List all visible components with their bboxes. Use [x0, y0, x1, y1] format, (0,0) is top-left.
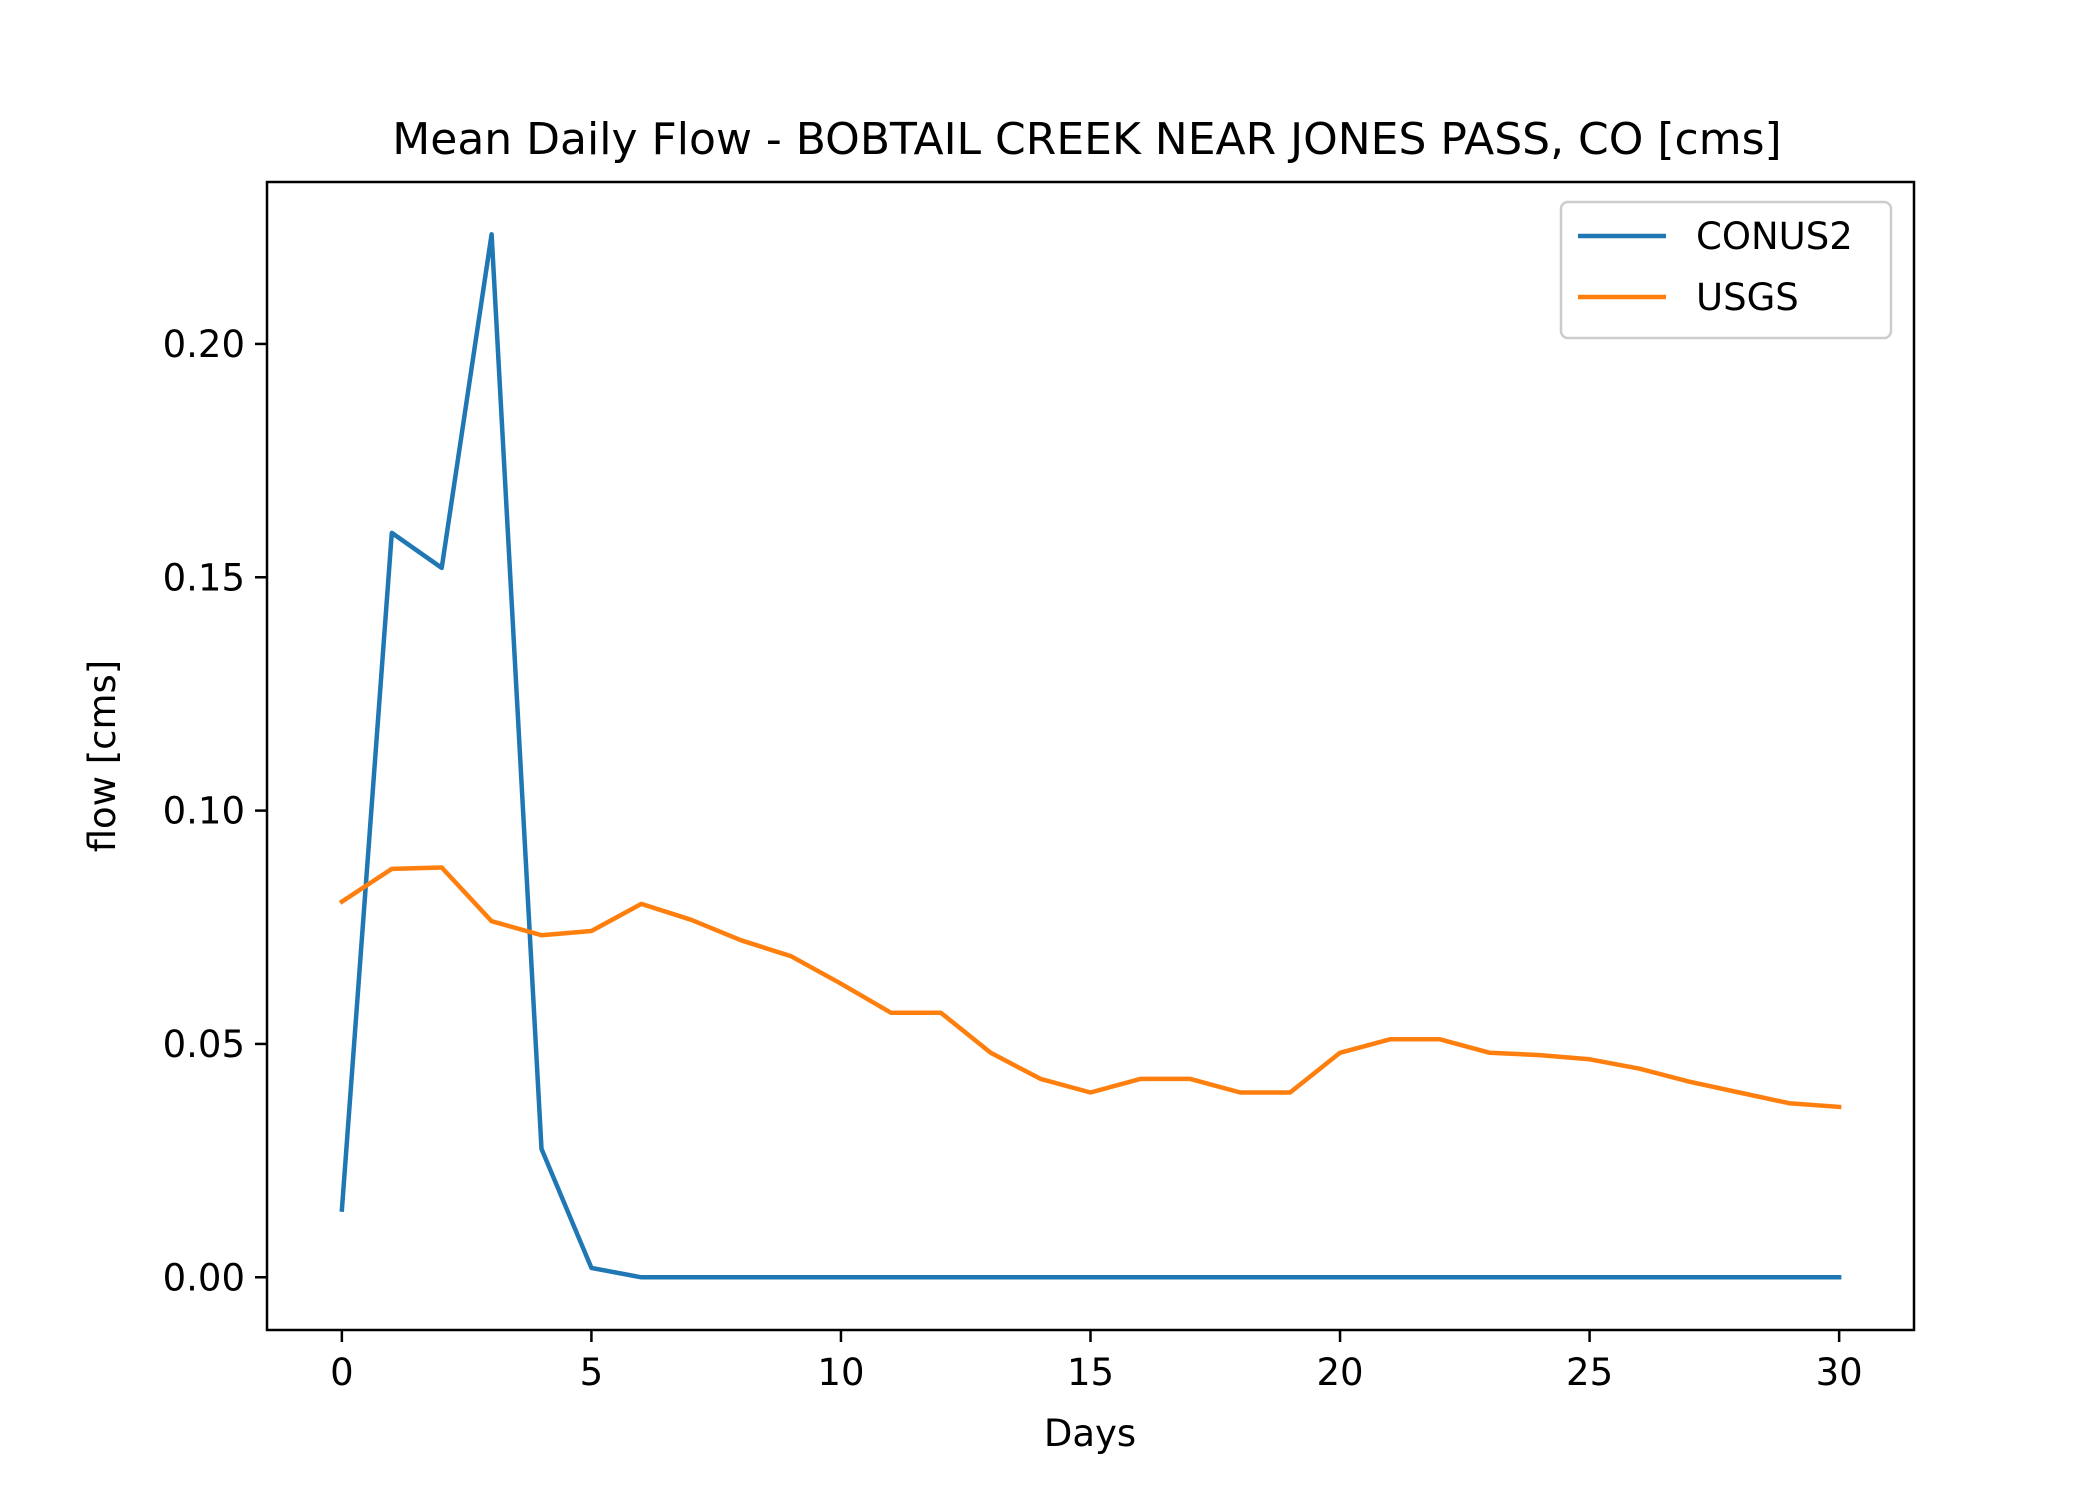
- legend: CONUS2 USGS: [1559, 200, 1893, 340]
- plot-series: [338, 232, 1842, 1280]
- y-tick-label: 0.15: [163, 556, 245, 599]
- y-tick-label: 0.05: [163, 1023, 245, 1066]
- y-axis: 0.00 0.05 0.10 0.15 0.20: [163, 323, 267, 1299]
- x-tick-label: 25: [1566, 1351, 1613, 1394]
- x-axis-label: Days: [1044, 1412, 1136, 1455]
- x-axis: 0 5 10 15 20 25 30: [330, 1330, 1863, 1394]
- x-tick-label: 15: [1067, 1351, 1114, 1394]
- x-tick-label: 30: [1816, 1351, 1863, 1394]
- x-tick-label: 0: [330, 1351, 354, 1394]
- x-tick-label: 5: [580, 1351, 604, 1394]
- chart-title: Mean Daily Flow - BOBTAIL CREEK NEAR JON…: [392, 114, 1781, 165]
- series-line-usgs: [338, 865, 1842, 1110]
- y-tick-label: 0.20: [163, 323, 245, 366]
- y-axis-label: flow [cms]: [81, 660, 124, 853]
- x-tick-label: 10: [817, 1351, 864, 1394]
- y-tick-label: 0.00: [163, 1256, 245, 1299]
- legend-label-conus2: CONUS2: [1696, 215, 1853, 258]
- legend-label-usgs: USGS: [1696, 276, 1799, 319]
- y-tick-label: 0.10: [163, 790, 245, 833]
- x-tick-label: 20: [1316, 1351, 1363, 1394]
- series-line-conus2: [339, 232, 1842, 1280]
